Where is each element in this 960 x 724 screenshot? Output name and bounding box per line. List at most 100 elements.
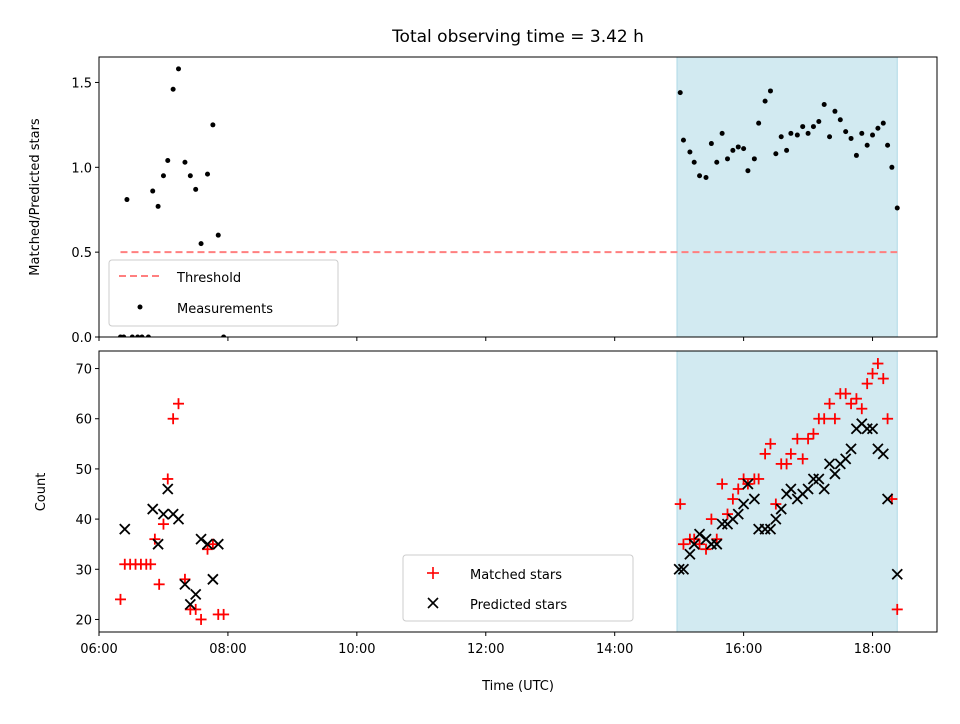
measurement-point: [121, 334, 127, 337]
predicted-star-marker: [759, 523, 771, 535]
measurement-point: [788, 130, 794, 136]
measurement-point: [778, 134, 784, 140]
legend-predicted-label: Predicted stars: [470, 598, 567, 613]
y-tick-label: 20: [75, 613, 92, 628]
x-tick-label: 10:00: [338, 642, 375, 657]
measurement-point: [725, 156, 730, 162]
measurement-point: [773, 151, 779, 157]
measurement-point: [182, 159, 188, 165]
legend-matched-swatch: [427, 567, 439, 579]
measurement-point: [837, 117, 843, 123]
measurement-point: [821, 102, 827, 108]
matched-star-marker: [157, 518, 169, 530]
measurement-point: [150, 188, 156, 194]
matched-star-marker: [195, 613, 207, 625]
legend-matched-label: Matched stars: [470, 568, 562, 583]
matched-star-marker: [162, 473, 174, 485]
measurement-point: [708, 141, 714, 147]
measurement-point: [859, 130, 865, 136]
y-tick-label: 30: [75, 563, 92, 578]
predicted-star-marker: [770, 513, 782, 525]
measurement-point: [215, 232, 221, 238]
measurement-point: [730, 147, 736, 153]
matched-star-marker: [677, 538, 689, 550]
predicted-star-marker: [195, 533, 207, 545]
measurement-point: [880, 120, 886, 126]
predicted-star-marker: [119, 523, 131, 535]
matched-star-marker: [145, 558, 157, 570]
measurement-point: [221, 334, 227, 337]
matched-star-marker: [845, 398, 857, 410]
matched-star-marker: [770, 498, 782, 510]
bottom-plot-panel: 06:00 08:00 10:00 12:00 14:00 16:00 18:00 20 30 4…: [75, 350, 938, 657]
measurement-point: [687, 149, 693, 155]
top-legend-box: [108, 259, 339, 327]
matched-star-marker: [179, 573, 191, 585]
predicted-star-marker: [823, 458, 836, 470]
matched-star-marker: [190, 603, 202, 615]
measurement-point: [210, 122, 216, 128]
matched-star-marker: [688, 533, 700, 545]
matched-star-marker: [764, 438, 776, 450]
matched-star-marker: [882, 413, 894, 425]
measurement-point: [816, 118, 822, 124]
predicted-star-marker: [157, 508, 170, 520]
measurement-point: [719, 130, 725, 136]
predicted-star-marker: [673, 563, 685, 575]
predicted-star-marker: [748, 493, 760, 505]
x-axis-label: Time (UTC): [481, 679, 554, 694]
x-tick-label: 08:00: [209, 642, 246, 657]
matched-star-marker: [167, 413, 179, 425]
measurement-point: [794, 132, 800, 138]
predicted-star-marker: [891, 568, 903, 580]
predicted-star-marker: [716, 518, 728, 530]
matched-star-marker: [727, 493, 739, 505]
measurement-point: [751, 156, 757, 162]
matched-star-marker: [759, 448, 771, 460]
predicted-star-marker: [881, 493, 894, 505]
predicted-star-marker: [677, 563, 690, 575]
measurement-point: [810, 124, 816, 130]
matched-star-marker: [829, 413, 841, 425]
matched-star-marker: [840, 388, 852, 400]
predicted-star-marker: [737, 498, 750, 510]
matched-star-marker: [824, 398, 836, 410]
top-plot-panel: 0.0 0.5 1.0 1.5: [71, 56, 938, 346]
plot-frame: [98, 56, 938, 338]
measurement-point: [741, 146, 747, 152]
predicted-star-marker: [840, 453, 852, 465]
measurement-point: [864, 142, 870, 148]
measurement-point: [894, 205, 900, 211]
y-tick-label: 0.0: [71, 331, 92, 346]
y-tick-label: 40: [75, 513, 92, 528]
measurement-point: [832, 108, 838, 114]
matched-star-marker: [877, 373, 889, 385]
matched-star-marker: [202, 543, 214, 555]
measurement-point: [205, 171, 211, 177]
y-tick-label: 50: [75, 463, 92, 478]
measurement-point: [735, 144, 741, 150]
measurement-point: [680, 137, 686, 143]
predicted-star-marker: [705, 538, 718, 550]
matched-star-marker: [149, 533, 161, 545]
predicted-star-marker: [190, 588, 202, 601]
y-tick-label: 1.5: [71, 76, 92, 91]
predicted-star-marker: [152, 538, 164, 550]
matched-star-marker: [797, 453, 809, 465]
plot-frame: [98, 350, 938, 633]
predicted-star-marker: [688, 538, 700, 550]
predicted-star-marker: [207, 573, 219, 585]
measurement-point: [135, 334, 141, 337]
x-tick-label: 18:00: [854, 642, 891, 657]
y-tick-label: 70: [75, 363, 92, 378]
observing-window-shading: [676, 56, 898, 338]
predicted-star-marker: [818, 483, 830, 495]
top-legend: Threshold Measurements: [108, 259, 339, 327]
measurement-point: [889, 164, 895, 170]
predicted-star-marker: [829, 468, 841, 480]
matched-star-marker: [705, 513, 717, 525]
matched-star-marker: [891, 603, 903, 615]
measurement-point: [703, 174, 709, 180]
measurement-point: [176, 66, 182, 72]
